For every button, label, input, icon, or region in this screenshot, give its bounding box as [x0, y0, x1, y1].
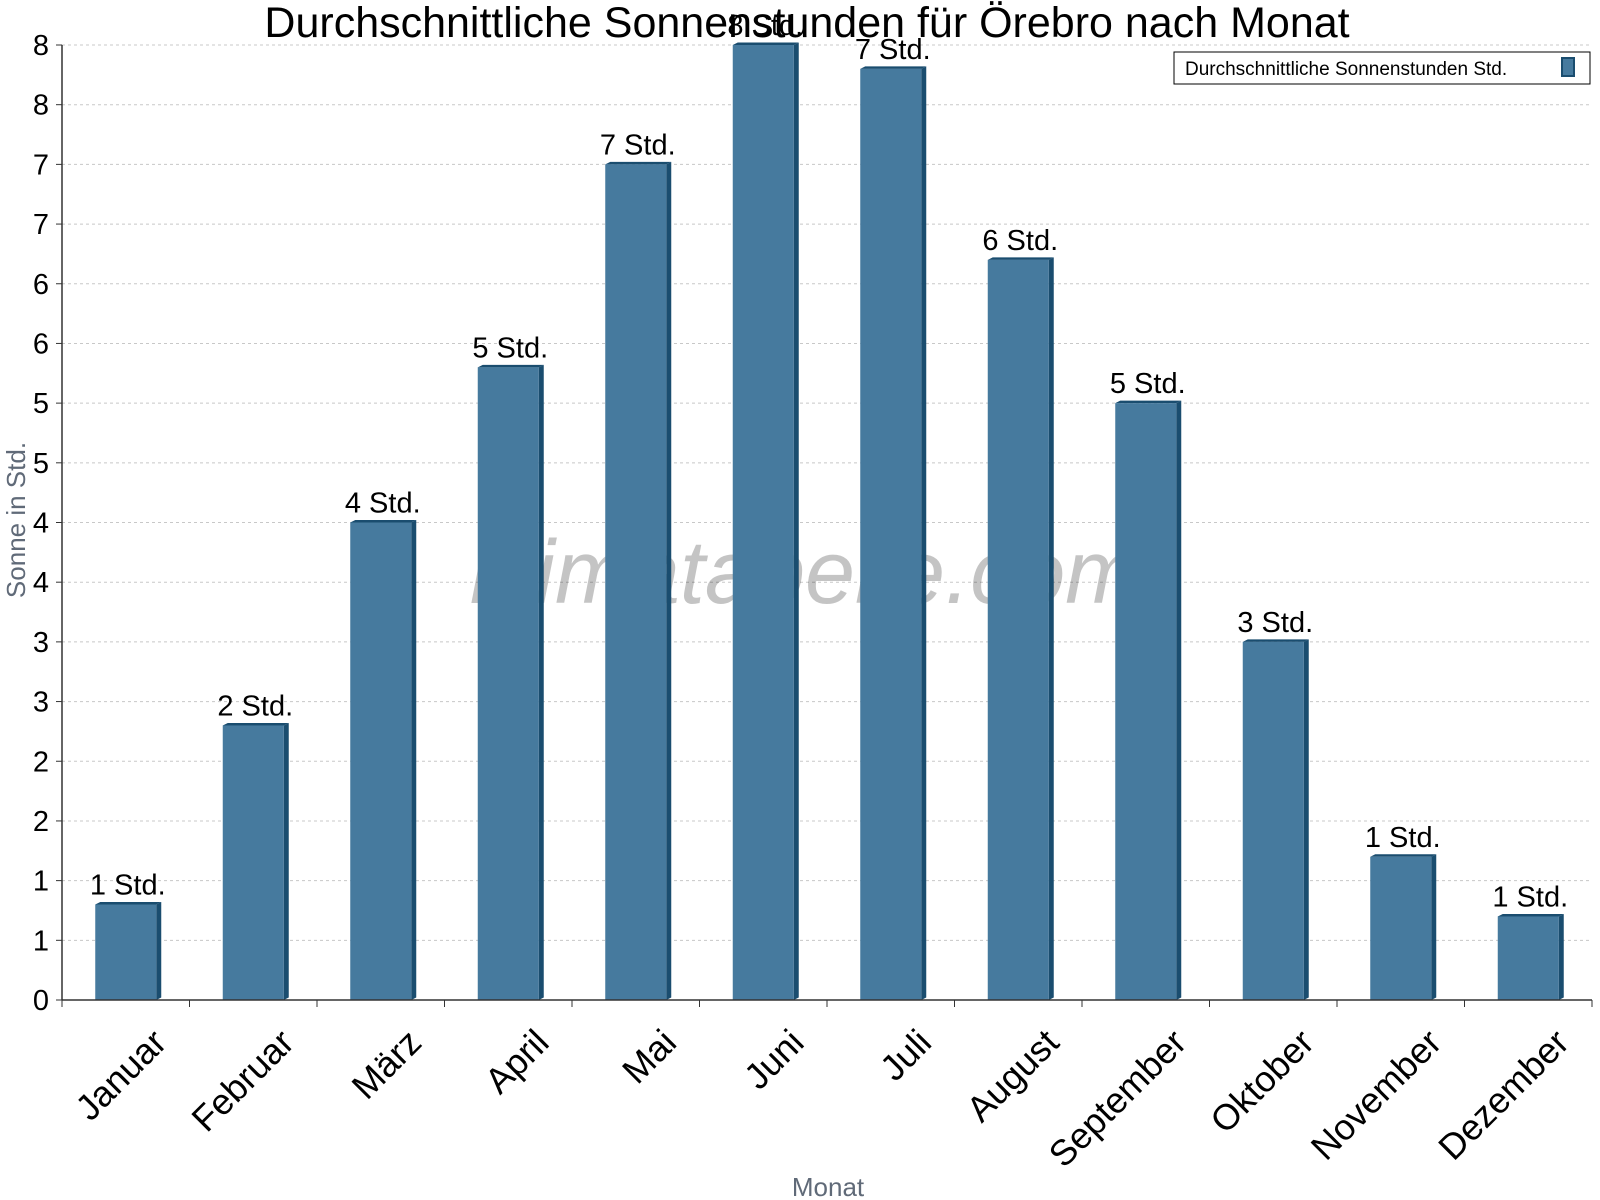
bar-layer: [95, 42, 1564, 1000]
bar-side: [1048, 257, 1054, 1000]
x-tick-label: Dezember: [1430, 1021, 1576, 1167]
x-tick-label: Mai: [614, 1021, 684, 1091]
legend: Durchschnittliche Sonnenstunden Std.: [1173, 51, 1591, 85]
bar-side: [1558, 913, 1564, 1000]
data-label: 6 Std.: [982, 225, 1058, 257]
bar: [477, 367, 539, 1000]
bar: [350, 522, 412, 1000]
x-tick-label: August: [958, 1021, 1066, 1129]
bar-side: [666, 161, 672, 1000]
chart-title: Durchschnittliche Sonnenstunden für Öreb…: [264, 0, 1349, 47]
bar-top: [1115, 400, 1182, 404]
data-label: 5 Std.: [472, 332, 548, 364]
y-tick-label: 8: [33, 90, 49, 122]
x-tick-label: September: [1041, 1021, 1195, 1175]
bar-top: [95, 902, 162, 905]
y-tick-label: 4: [33, 508, 49, 540]
bar-side: [411, 520, 417, 1000]
y-tick-label: 7: [33, 149, 49, 181]
y-tick-label: 5: [33, 388, 49, 420]
x-tick-label: April: [477, 1021, 557, 1101]
bar: [860, 68, 922, 1000]
y-tick-label: 7: [33, 209, 49, 241]
bar-side: [538, 364, 544, 1000]
y-tick-label: 1: [33, 866, 49, 898]
y-tick-label: 6: [33, 328, 49, 360]
y-tick-label: 2: [33, 746, 49, 778]
bar-side: [1176, 400, 1182, 1000]
legend-label: Durchschnittliche Sonnenstunden Std.: [1185, 59, 1507, 80]
x-tick-label: Februar: [183, 1021, 301, 1139]
data-label: 1 Std.: [90, 870, 166, 902]
x-tick-label: Juni: [736, 1021, 812, 1097]
bar: [987, 259, 1049, 1000]
y-tick-label: 3: [33, 627, 49, 659]
bar-top: [350, 520, 417, 523]
y-tick-label: 6: [33, 269, 49, 301]
bar: [1497, 916, 1559, 1000]
bar: [1115, 403, 1177, 1000]
legend-swatch: [1561, 57, 1575, 77]
x-tick-label: Januar: [67, 1021, 174, 1128]
y-tick-label: 2: [33, 806, 49, 838]
data-label: 1 Std.: [1492, 881, 1568, 913]
data-label: 5 Std.: [1110, 368, 1186, 400]
data-label: 4 Std.: [345, 488, 421, 520]
x-tick-label: Oktober: [1202, 1021, 1322, 1141]
x-axis-title: Monat: [792, 1172, 865, 1200]
x-tick-label: Juli: [872, 1021, 939, 1088]
data-label: 7 Std.: [600, 129, 676, 161]
bar-top: [477, 364, 544, 368]
y-tick-label: 5: [33, 448, 49, 480]
bar-top: [987, 257, 1054, 260]
bar-side: [156, 902, 162, 1000]
y-tick-label: 1: [33, 925, 49, 957]
bar-side: [283, 722, 289, 1000]
data-label: 2 Std.: [217, 690, 293, 722]
bar: [732, 45, 794, 1000]
data-label: 1 Std.: [1365, 822, 1441, 854]
bar-top: [732, 42, 799, 45]
grid-layer: [62, 44, 1592, 941]
data-label: 7 Std.: [855, 34, 931, 66]
bar: [1242, 641, 1304, 1000]
bar-side: [1303, 639, 1309, 1000]
x-tick-label: März: [344, 1021, 430, 1107]
legend-box: [1173, 51, 1591, 85]
y-tick-label: 8: [33, 30, 49, 62]
bar-side: [793, 42, 799, 1000]
bar: [222, 725, 284, 1000]
x-tick-label: November: [1303, 1021, 1449, 1167]
bar-top: [1242, 639, 1309, 642]
bar-top: [605, 161, 672, 165]
y-tick-label: 4: [33, 567, 49, 599]
bar: [1370, 856, 1432, 1000]
bar-top: [1370, 854, 1437, 857]
bar-side: [921, 66, 927, 1000]
bar-top: [1497, 913, 1564, 917]
y-axis-title: Sonne in Std.: [1, 442, 31, 598]
bar-top: [860, 66, 927, 69]
data-label: 3 Std.: [1237, 607, 1313, 639]
y-tick-label: 3: [33, 687, 49, 719]
label-layer: 1 Std. 2 Std. 4 Std. 5 Std. 7 Std. 8 Std. 7 St…: [90, 10, 1568, 913]
bar: [605, 164, 667, 1000]
bar-side: [1431, 854, 1437, 1000]
bar-top: [222, 722, 289, 726]
y-tick-label: 0: [33, 985, 49, 1017]
bar: [95, 904, 157, 1000]
data-label: 8 Std.: [727, 10, 803, 42]
